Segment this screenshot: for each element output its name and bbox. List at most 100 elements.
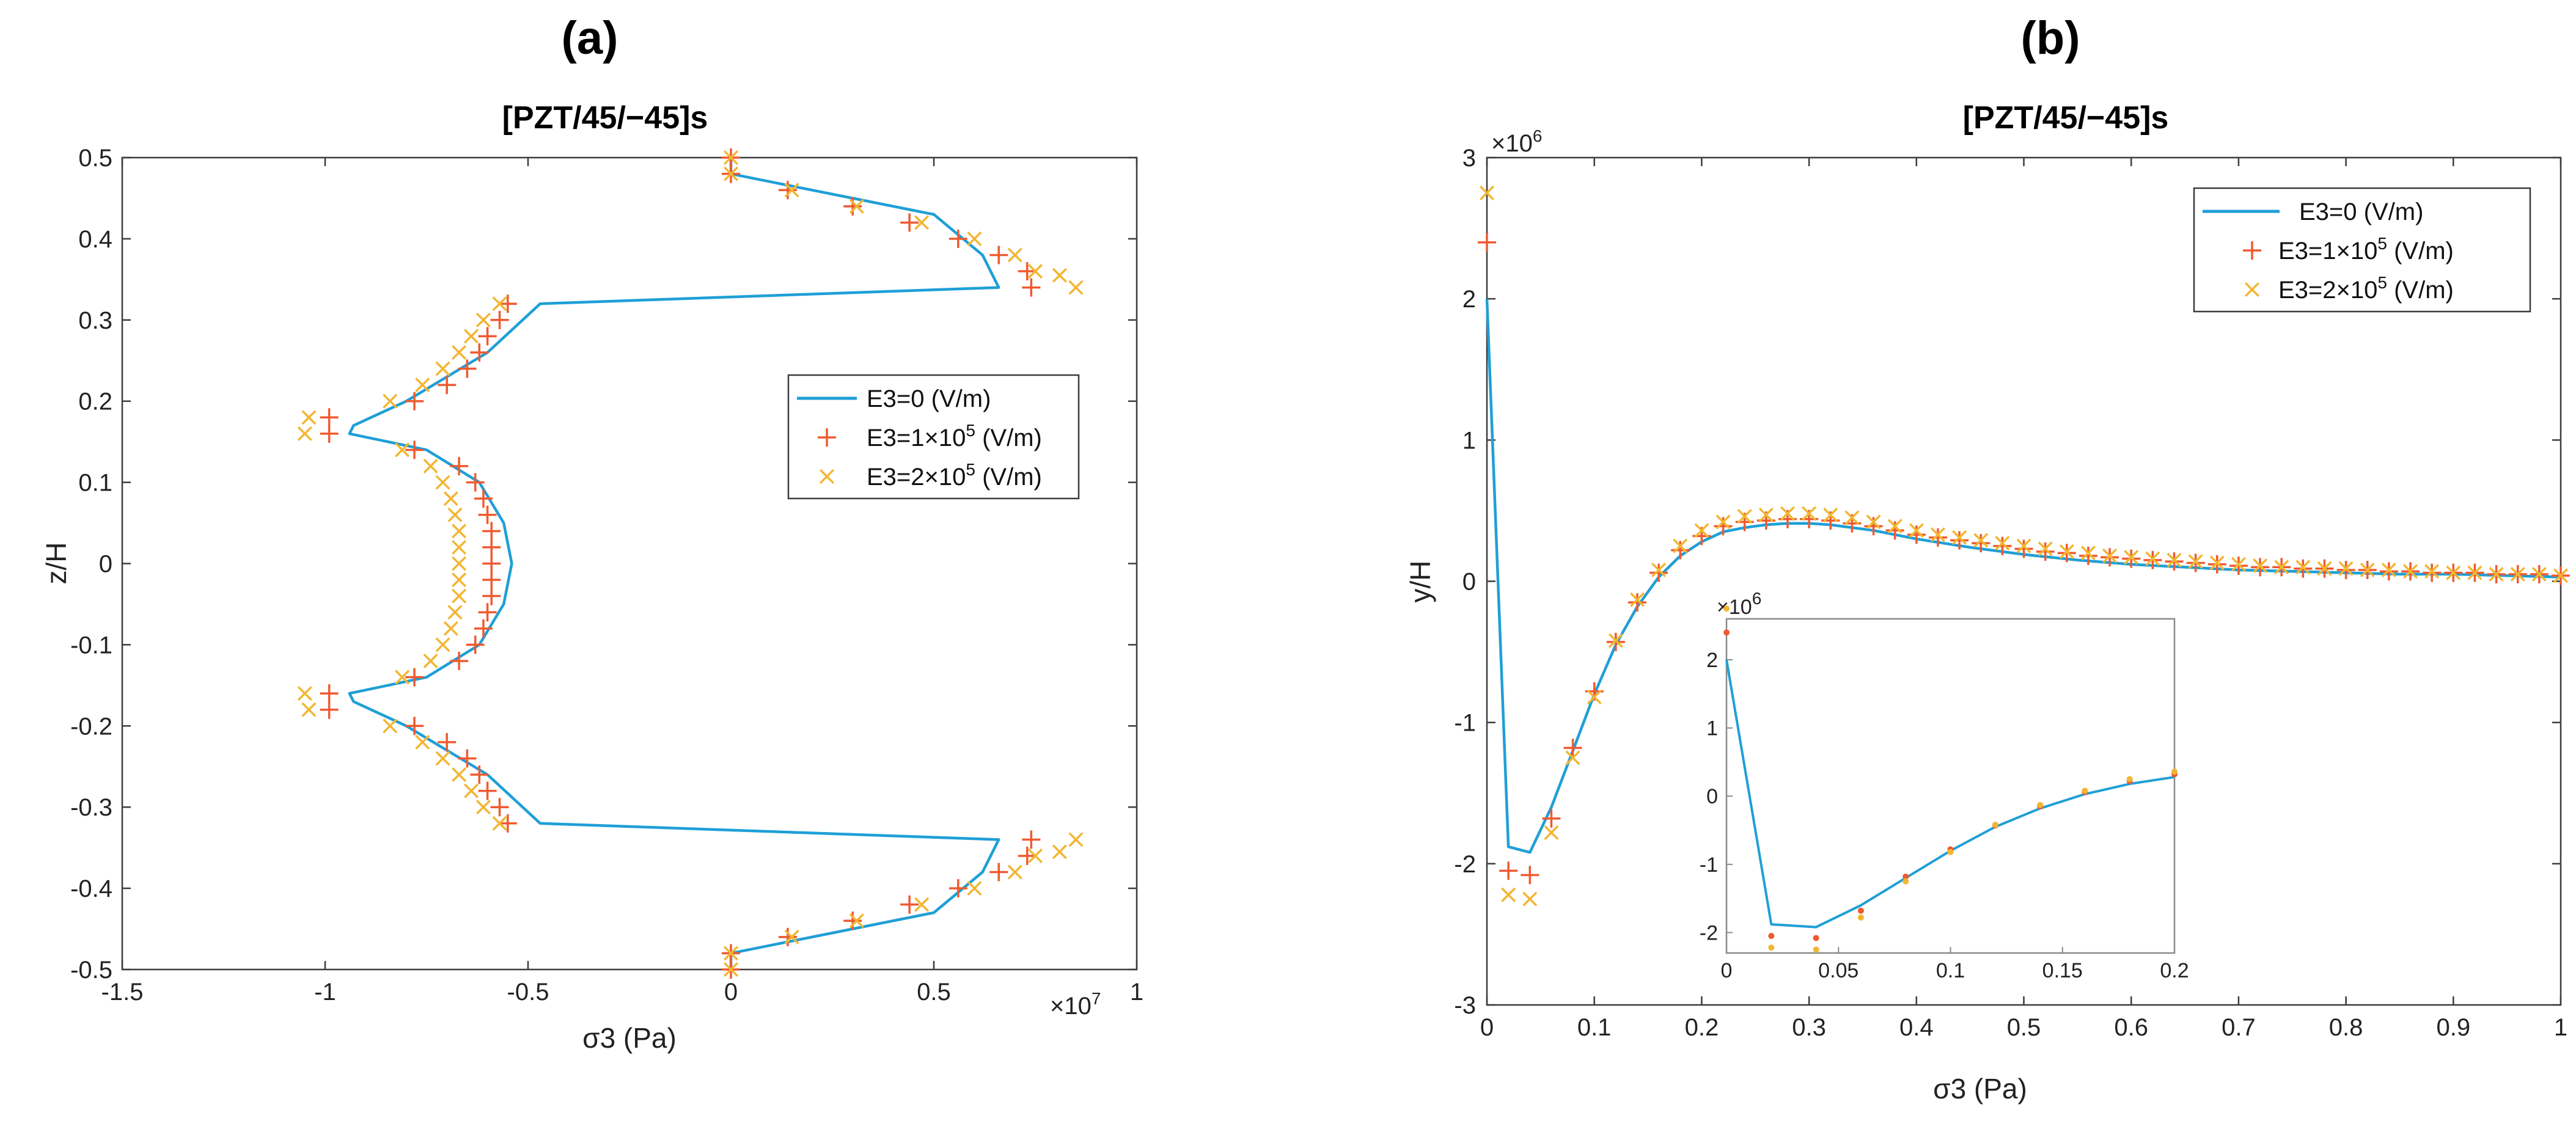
data-point [1649,563,1668,582]
data-point [405,717,424,736]
data-point [1007,247,1022,263]
data-point [2016,538,2031,553]
data-point [435,475,450,490]
data-point [1972,534,1991,553]
legend-label-sup: 5 [2377,273,2387,292]
data-point [1802,506,1817,521]
y-tick-label: 0.2 [78,389,112,415]
data-point [1737,509,1752,524]
data-point [1027,848,1043,863]
data-point [2531,566,2547,582]
y-exponent-b-base: ×10 [1491,130,1533,157]
data-point [1007,864,1022,880]
data-point [1758,507,1774,522]
data-point [452,556,467,571]
y-tick-label: 3 [1462,145,1476,172]
data-point [1844,510,1860,525]
data-point [2467,565,2482,580]
data-point [849,913,864,929]
data-point [498,814,517,833]
inset-plot-area [1725,618,2176,954]
data-point [1885,521,1904,540]
data-point [1952,530,1967,545]
x-exponent-a-base: ×10 [1050,993,1092,1020]
y-tick-label: 0 [1462,569,1476,596]
data-point [849,199,864,214]
data-point [2424,564,2440,579]
data-point [1909,523,1924,538]
data-point [1052,844,1067,860]
data-point [2446,565,2461,580]
data-point [1907,525,1926,544]
legend-label-base: E3=2×10 [2278,277,2377,304]
x-tick-label: 1 [1130,979,1143,1006]
data-point [301,410,317,425]
data-point [2489,566,2504,582]
data-point [297,686,312,701]
x-exponent-a-sup: 7 [1092,989,1101,1008]
data-point [447,605,463,620]
inset-data-dot [1813,935,1819,941]
y-tick-label: -0.1 [70,632,112,659]
data-point [423,458,438,474]
data-point [482,538,501,557]
data-point [2338,561,2354,576]
series-a-2 [297,150,1084,977]
data-point [320,408,339,427]
y-tick-label: 0.5 [78,145,112,172]
data-point [843,197,862,216]
y-tick-label: 0 [99,551,112,578]
legend-label-sup: 5 [2377,234,2387,253]
data-point [2124,550,2139,565]
legend-label: E3=1×105 (V/m) [867,421,1042,451]
legend-label: E3=2×105 (V/m) [2278,273,2454,304]
data-point [464,329,479,344]
data-point [2381,562,2396,578]
data-point [784,183,799,198]
data-point [405,440,424,459]
data-point [492,296,507,312]
data-point [2188,554,2203,569]
data-point [1022,278,1041,297]
inset-data-dot [1768,933,1775,940]
data-point [482,522,501,541]
data-point [1587,690,1602,705]
legend-b: E3=0 (V/m)E3=1×105 (V/m)E3=2×105 (V/m) [2193,187,2531,313]
y-tick-label: -1 [1454,710,1476,737]
data-point [470,765,489,784]
inset-x-tick-label: 0 [1721,959,1733,982]
x-tick-label: 0.2 [1685,1014,1719,1041]
data-point [490,310,509,329]
panel-label-b: (b) [2020,12,2080,64]
data-point [1563,739,1582,758]
data-point [447,507,463,522]
data-point [1714,517,1733,536]
data-point [1887,519,1903,534]
x-tick-label: 0 [724,979,738,1006]
data-point [2295,560,2311,575]
legend-label-base: E3=1×10 [867,425,966,451]
data-point [2209,555,2225,571]
data-point [450,457,469,476]
inset-data-dot [1723,629,1730,636]
data-point [1928,528,1947,547]
data-point [383,393,398,409]
y-tick-label: 2 [1462,286,1476,313]
inset-data-dot [1813,946,1819,953]
data-point [452,588,467,604]
data-point [2036,542,2055,561]
inset-y-exponent-base: ×10 [1717,596,1752,619]
x-tick-label: 0.7 [2222,1014,2256,1041]
data-point [466,473,485,492]
data-point [438,376,457,395]
x-tick-label: 1 [2554,1014,2567,1041]
data-point [458,749,477,768]
data-point [301,702,317,717]
panel-b: (b) [PZT/45/−45]s 0 0.1 0.2 0.3 0.4 0.5 0.6 0.7 0.… [1404,12,2570,1105]
inset-y-exponent-sup: 6 [1752,589,1762,608]
inset-x-tick-label: 0.15 [2042,959,2083,982]
legend-marker-swatch [818,428,836,447]
data-point [2080,546,2096,561]
data-point [900,213,919,232]
legend-label-unit: (V/m) [2387,277,2454,304]
